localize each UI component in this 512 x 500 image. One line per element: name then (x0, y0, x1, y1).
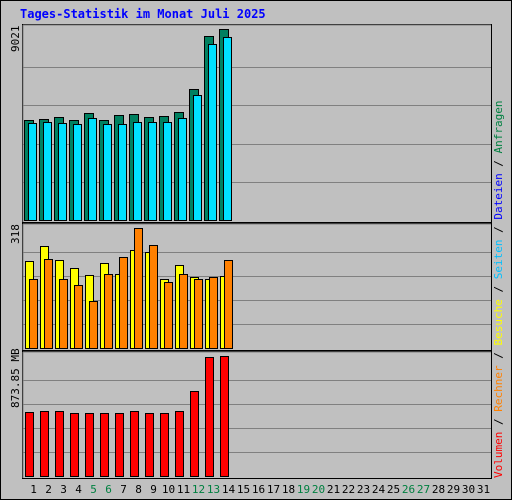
x-label-day-16: 16 (251, 483, 266, 496)
bar-volumen-day-12 (190, 391, 199, 477)
legend-item-anfragen: Anfragen (492, 100, 505, 154)
bottom-panel-max-label: 873.85 MB (9, 348, 22, 408)
x-label-day-1: 1 (30, 483, 37, 496)
legend-item-dateien: Dateien (492, 173, 505, 220)
bar-volumen-day-3 (55, 411, 64, 477)
top-panel-max-label: 9021 (9, 25, 22, 53)
bar-rechner-day-12 (194, 279, 203, 349)
bar-rechner-day-2 (44, 259, 53, 349)
bar-rechner-day-9 (149, 245, 158, 349)
bar-volumen-day-11 (175, 411, 184, 477)
bar-volumen-day-6 (100, 413, 109, 477)
legend-item-rechner: Rechner (492, 365, 505, 412)
x-label-day-5: 5 (90, 483, 97, 496)
x-label-day-12: 12 (191, 483, 206, 496)
legend: Volumen / Rechner / Besuche / Seiten / D… (492, 100, 505, 478)
chart-title: Tages-Statistik im Monat Juli 2025 (20, 7, 266, 21)
bar-seiten-day-5 (88, 118, 97, 221)
x-label-day-17: 17 (266, 483, 281, 496)
x-label-day-13: 13 (206, 483, 221, 496)
bar-rechner-day-13 (209, 277, 218, 349)
bar-seiten-day-14 (223, 37, 232, 221)
x-label-day-19: 19 (296, 483, 311, 496)
legend-item-volumen: Volumen (492, 431, 505, 478)
legend-item-seiten: Seiten (492, 239, 505, 280)
x-label-day-18: 18 (281, 483, 296, 496)
bar-seiten-day-12 (193, 95, 202, 221)
x-label-day-29: 29 (446, 483, 461, 496)
bar-seiten-day-2 (43, 122, 52, 221)
bar-rechner-day-8 (134, 228, 143, 349)
legend-separator: / (492, 345, 505, 366)
legend-separator: / (492, 219, 505, 240)
bar-seiten-day-1 (28, 123, 37, 221)
x-label-day-9: 9 (150, 483, 157, 496)
legend-item-besuche: Besuche (492, 299, 505, 346)
x-label-day-11: 11 (176, 483, 191, 496)
bar-seiten-day-3 (58, 123, 67, 221)
x-label-day-31: 31 (476, 483, 491, 496)
x-label-day-10: 10 (161, 483, 176, 496)
bar-volumen-day-13 (205, 357, 214, 477)
bar-volumen-day-14 (220, 356, 229, 477)
bar-volumen-day-4 (70, 413, 79, 477)
x-label-day-22: 22 (341, 483, 356, 496)
x-label-day-24: 24 (371, 483, 386, 496)
x-label-day-8: 8 (135, 483, 142, 496)
legend-separator: / (492, 153, 505, 174)
bar-volumen-day-10 (160, 413, 169, 477)
bar-seiten-day-8 (133, 122, 142, 221)
bar-volumen-day-7 (115, 413, 124, 477)
x-label-day-14: 14 (221, 483, 236, 496)
bar-rechner-day-4 (74, 285, 83, 349)
x-label-day-26: 26 (401, 483, 416, 496)
bar-seiten-day-4 (73, 124, 82, 221)
bar-rechner-day-6 (104, 274, 113, 349)
bar-rechner-day-7 (119, 257, 128, 349)
bar-volumen-day-2 (40, 411, 49, 477)
x-label-day-20: 20 (311, 483, 326, 496)
x-label-day-2: 2 (45, 483, 52, 496)
bar-volumen-day-5 (85, 413, 94, 477)
legend-separator: / (492, 279, 505, 300)
bar-seiten-day-7 (118, 124, 127, 221)
bar-rechner-day-3 (59, 279, 68, 349)
bar-seiten-day-11 (178, 118, 187, 221)
legend-separator: / (492, 411, 505, 432)
x-label-day-23: 23 (356, 483, 371, 496)
x-label-day-30: 30 (461, 483, 476, 496)
x-label-day-28: 28 (431, 483, 446, 496)
x-label-day-15: 15 (236, 483, 251, 496)
x-label-day-3: 3 (60, 483, 67, 496)
bar-seiten-day-6 (103, 124, 112, 221)
x-label-day-4: 4 (75, 483, 82, 496)
bar-rechner-day-11 (179, 274, 188, 349)
bar-volumen-day-1 (25, 412, 34, 477)
bar-volumen-day-9 (145, 413, 154, 477)
bar-rechner-day-10 (164, 282, 173, 349)
x-label-day-6: 6 (105, 483, 112, 496)
middle-panel-max-label: 318 (9, 224, 22, 244)
bar-seiten-day-10 (163, 122, 172, 221)
bar-rechner-day-5 (89, 301, 98, 349)
x-label-day-27: 27 (416, 483, 431, 496)
bar-rechner-day-1 (29, 279, 38, 349)
x-label-day-7: 7 (120, 483, 127, 496)
bar-rechner-day-14 (224, 260, 233, 349)
x-label-day-21: 21 (326, 483, 341, 496)
bar-seiten-day-9 (148, 122, 157, 221)
x-label-day-25: 25 (386, 483, 401, 496)
bar-seiten-day-13 (208, 44, 217, 221)
bar-volumen-day-8 (130, 411, 139, 477)
